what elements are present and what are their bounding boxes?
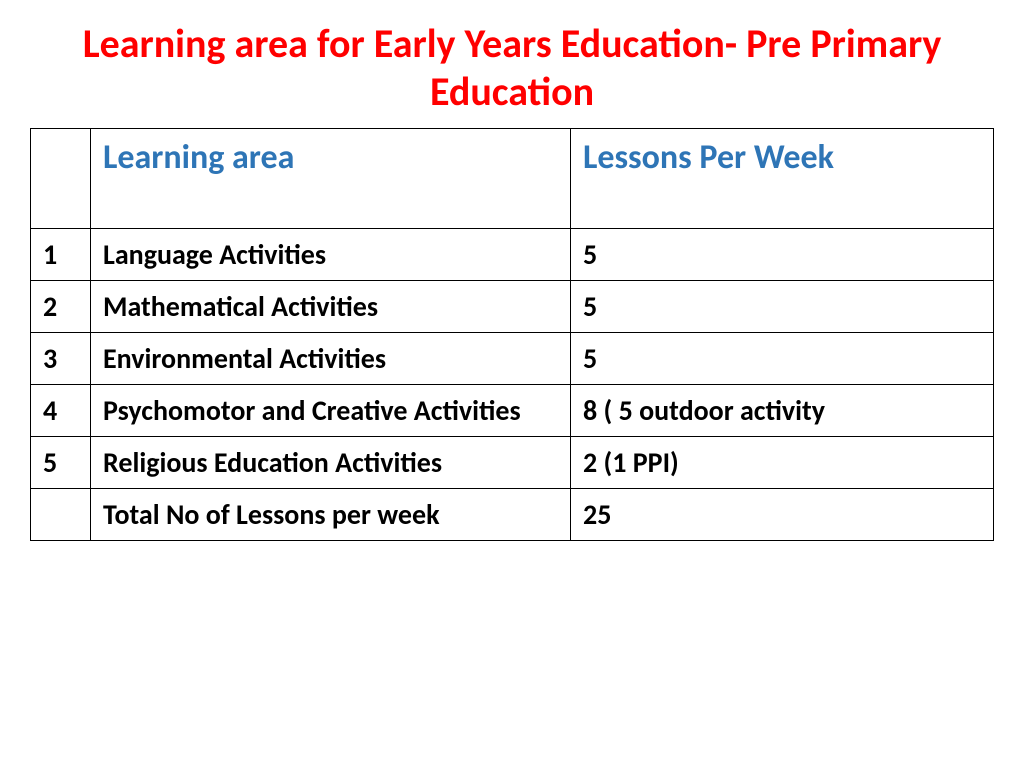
row-lessons: 25 [571,489,994,541]
row-number: 2 [31,281,91,333]
row-number: 3 [31,333,91,385]
row-number: 5 [31,437,91,489]
row-area: Psychomotor and Creative Activities [91,385,571,437]
learning-area-table: Learning area Lessons Per Week 1 Languag… [30,128,994,541]
table-row: 5 Religious Education Activities 2 (1 PP… [31,437,994,489]
row-number: 1 [31,229,91,281]
row-area: Environmental Activities [91,333,571,385]
table-row: 2 Mathematical Activities 5 [31,281,994,333]
row-lessons: 2 (1 PPI) [571,437,994,489]
page-title: Learning area for Early Years Education-… [30,20,994,116]
row-area: Mathematical Activities [91,281,571,333]
row-lessons: 5 [571,281,994,333]
row-lessons: 8 ( 5 outdoor activity [571,385,994,437]
row-number: 4 [31,385,91,437]
table-row: 3 Environmental Activities 5 [31,333,994,385]
row-area: Total No of Lessons per week [91,489,571,541]
row-area: Language Activities [91,229,571,281]
table-row: 4 Psychomotor and Creative Activities 8 … [31,385,994,437]
row-number [31,489,91,541]
table-row: 1 Language Activities 5 [31,229,994,281]
header-number [31,129,91,229]
row-lessons: 5 [571,229,994,281]
row-area: Religious Education Activities [91,437,571,489]
table-header-row: Learning area Lessons Per Week [31,129,994,229]
row-lessons: 5 [571,333,994,385]
table-row-total: Total No of Lessons per week 25 [31,489,994,541]
header-learning-area: Learning area [91,129,571,229]
header-lessons-per-week: Lessons Per Week [571,129,994,229]
